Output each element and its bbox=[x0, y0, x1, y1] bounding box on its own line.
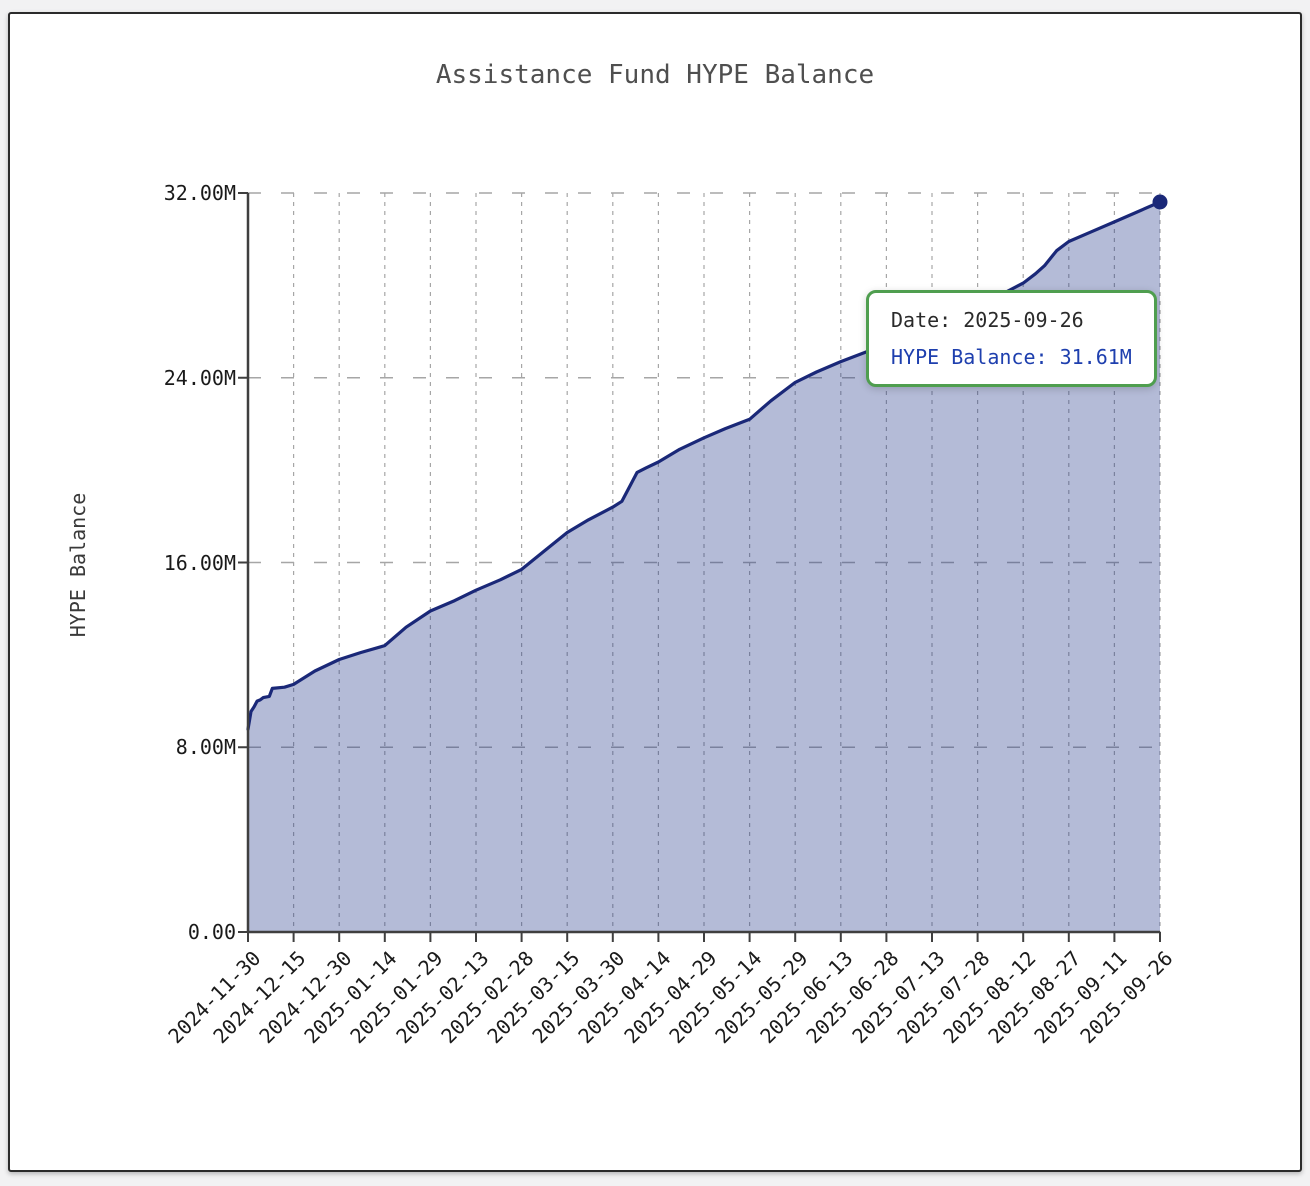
chart-card bbox=[8, 12, 1302, 1172]
end-point-marker bbox=[1152, 194, 1168, 210]
